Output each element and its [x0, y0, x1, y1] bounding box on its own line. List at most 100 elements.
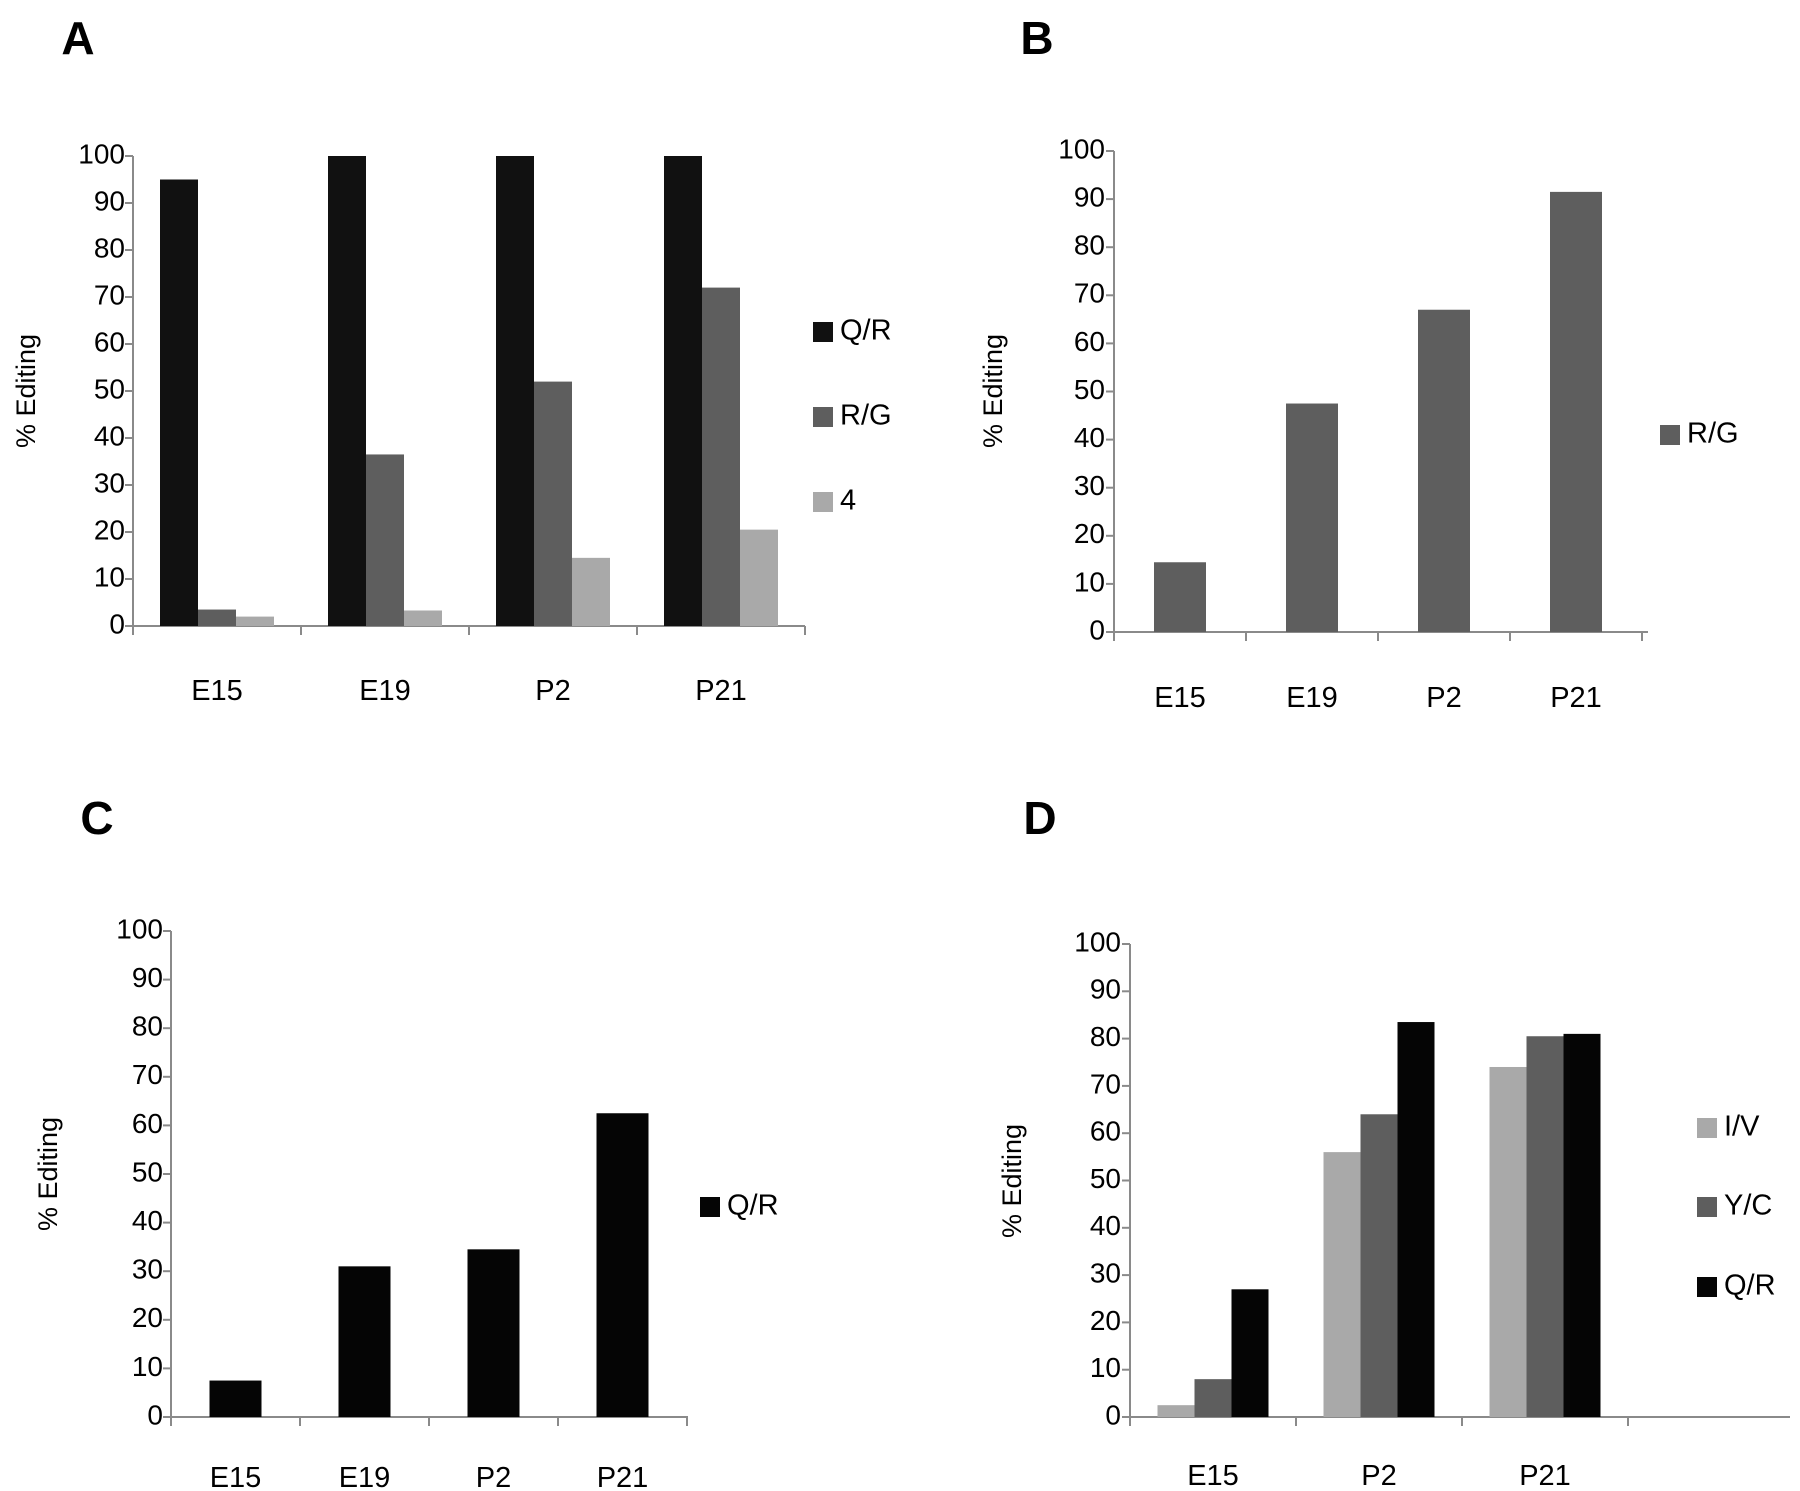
panel-a-legend-swatch	[813, 407, 833, 427]
panel-d-y-tick-label: 20	[1090, 1305, 1121, 1336]
panel-d-x-tick-label: P2	[1361, 1460, 1396, 1491]
panel-c-y-tick-label: 100	[116, 913, 163, 944]
panel-c-bar-qr-e15	[209, 1380, 262, 1417]
panel-b-letter: B	[1020, 12, 1053, 64]
panel-d-y-tick-label: 10	[1090, 1352, 1121, 1383]
panel-a-y-tick-label: 60	[94, 326, 125, 357]
panel-d-y-tick-label: 40	[1090, 1210, 1121, 1241]
panel-a-bar-rg-p21	[702, 287, 740, 626]
panel-a-y-axis-label: % Editing	[11, 334, 41, 448]
panel-a-y-tick-label: 40	[94, 420, 125, 451]
panel-c-y-axis-label: % Editing	[33, 1117, 63, 1231]
panel-a-bar-4-p2	[572, 557, 610, 626]
panel-a-y-tick-label: 50	[94, 373, 125, 404]
panel-c: C 0 10 20 30 40 50 60 70 80 90 100 E15 E19 P2 P21 % Edit…	[33, 792, 778, 1491]
panel-d-legend-label: Q/R	[1724, 1270, 1776, 1302]
panel-d-bar-yc-e15	[1194, 1379, 1232, 1417]
panel-a-bar-4-p21	[740, 529, 778, 626]
panel-b-y-tick-label: 10	[1074, 566, 1105, 597]
panel-c-y-tick-label: 10	[132, 1351, 163, 1382]
panel-b-y-tick-label: 80	[1074, 230, 1105, 261]
panel-a-x-tick-label: P2	[535, 675, 570, 707]
panel-c-y-tick-label: 40	[132, 1205, 163, 1236]
panel-a-y-tick-label: 80	[94, 232, 125, 263]
panel-c-y-tick-label: 90	[132, 962, 163, 993]
panel-c-bar-qr-p2	[467, 1249, 520, 1417]
panel-a-legend-label: Q/R	[840, 315, 892, 347]
panel-d-legend-swatch	[1697, 1197, 1717, 1217]
panel-b-legend-swatch	[1660, 425, 1680, 445]
panel-a-x-tick-label: E19	[359, 675, 411, 707]
panel-a-y-tick-label: 70	[94, 279, 125, 310]
panel-c-x-tick-label: P2	[476, 1462, 511, 1491]
panel-a-bar-qr-p21	[664, 156, 702, 626]
panel-a: A 0 10 20 30 40 50 60 70 80 90 100 E15 E19 P2 P21 % Edit…	[11, 12, 891, 707]
panel-d-y-tick-label: 90	[1090, 974, 1121, 1005]
panel-a-bar-rg-p2	[534, 381, 572, 626]
panel-a-legend-label: R/G	[840, 400, 892, 432]
panel-b-y-tick-label: 0	[1089, 614, 1105, 645]
panel-d-bar-yc-p2	[1360, 1114, 1398, 1417]
panel-c-legend-label: Q/R	[727, 1190, 779, 1222]
panel-b-bar-rg-e15	[1154, 562, 1206, 632]
panel-d-x-tick-label: P21	[1519, 1460, 1571, 1491]
panel-d-bar-iv-e15	[1157, 1405, 1195, 1417]
panel-a-bar-qr-e15	[160, 179, 198, 626]
panel-a-legend-swatch	[813, 492, 833, 512]
panel-d-y-axis-label: % Editing	[997, 1124, 1027, 1238]
panel-c-y-tick-label: 60	[132, 1108, 163, 1139]
panel-d-y-tick-label: 30	[1090, 1257, 1121, 1288]
panel-d-y-tick-label: 100	[1074, 926, 1121, 957]
panel-b-y-axis-label: % Editing	[978, 334, 1008, 448]
panel-c-x-tick-label: E19	[339, 1462, 391, 1491]
panel-d-y-tick-label: 0	[1105, 1399, 1121, 1430]
panel-c-y-tick-label: 70	[132, 1059, 163, 1090]
panel-a-letter: A	[61, 12, 94, 64]
panel-a-bar-qr-p2	[496, 156, 534, 626]
panel-b-x-tick-label: E19	[1286, 682, 1338, 714]
panel-a-y-tick-label: 100	[78, 138, 125, 169]
panel-b-bar-rg-p21	[1550, 191, 1602, 632]
panel-a-y-tick-label: 30	[94, 467, 125, 498]
panel-a-y-tick-label: 90	[94, 185, 125, 216]
panel-b-y-tick-label: 60	[1074, 326, 1105, 357]
panel-b-x-tick-label: E15	[1154, 682, 1206, 714]
panel-c-y-tick-label: 20	[132, 1302, 163, 1333]
panel-c-bar-qr-e19	[338, 1266, 391, 1417]
panel-b-x-tick-label: P2	[1426, 682, 1461, 714]
panel-d-y-tick-label: 80	[1090, 1021, 1121, 1052]
panel-a-y-tick-label: 20	[94, 514, 125, 545]
panel-a-legend-swatch	[813, 322, 833, 342]
panel-c-bar-qr-p21	[596, 1113, 649, 1417]
panel-a-x-tick-label: P21	[695, 675, 747, 707]
panel-d-legend-label: Y/C	[1724, 1190, 1772, 1222]
panel-b-y-tick-label: 50	[1074, 374, 1105, 405]
panel-c-x-tick-label: P21	[597, 1462, 649, 1491]
panel-b-bar-rg-p2	[1418, 309, 1470, 632]
panel-b-y-tick-label: 90	[1074, 181, 1105, 212]
panel-a-x-tick-label: E15	[191, 675, 243, 707]
panel-a-y-tick-label: 0	[109, 608, 125, 639]
panel-d-legend-label: I/V	[1724, 1111, 1760, 1143]
panel-d: D 0 10 20 30 40 50 60 70 80 90 100 E15 P2 P21 % Editing…	[997, 792, 1790, 1491]
panel-d-x-tick-label: E15	[1187, 1460, 1239, 1491]
panel-b-y-tick-label: 30	[1074, 470, 1105, 501]
panel-a-bar-4-e15	[236, 616, 274, 626]
panel-c-y-tick-label: 80	[132, 1011, 163, 1042]
panel-b-y-tick-label: 40	[1074, 422, 1105, 453]
panel-b-bar-rg-e19	[1286, 403, 1338, 632]
panel-d-y-tick-label: 70	[1090, 1068, 1121, 1099]
panel-a-bar-rg-e19	[366, 454, 404, 626]
panel-d-bar-qr-p2	[1397, 1022, 1435, 1417]
panel-d-legend-swatch	[1697, 1277, 1717, 1297]
panel-b: B 0 10 20 30 40 50 60 70 80 90 100 E15 E19 P2 P21 % Edit…	[978, 12, 1738, 714]
panel-c-x-tick-label: E15	[210, 1462, 262, 1491]
panel-d-bar-iv-p21	[1489, 1066, 1527, 1417]
panel-d-y-tick-label: 50	[1090, 1163, 1121, 1194]
panel-a-bar-4-e19	[404, 610, 442, 626]
panel-d-bar-yc-p21	[1526, 1036, 1564, 1417]
panel-d-bar-qr-e15	[1231, 1289, 1269, 1417]
panel-c-y-tick-label: 0	[147, 1399, 163, 1430]
panel-d-bar-qr-p21	[1563, 1033, 1601, 1417]
